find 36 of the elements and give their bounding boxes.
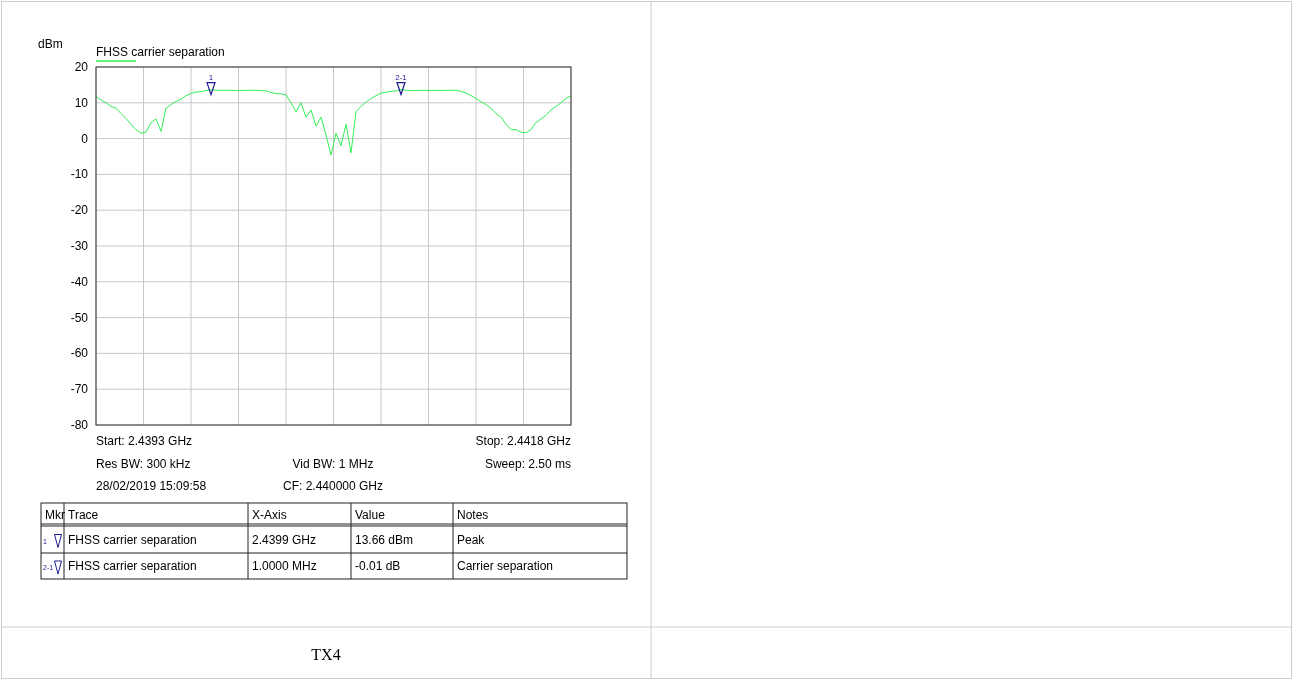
- y-tick-label: -80: [70, 418, 89, 432]
- y-tick-label: -60: [70, 346, 89, 361]
- text: Vid BW: 1 MHz: [292, 457, 374, 471]
- text: 28/02/2019 15:09:58: [96, 479, 207, 493]
- y-tick-label: -20: [70, 203, 89, 218]
- text: Res BW: 300 kHz: [96, 457, 191, 471]
- text: FHSS carrier separation: [96, 45, 225, 59]
- text: CF: 2.440000 GHz: [282, 479, 384, 493]
- text: Mkr: [45, 507, 65, 522]
- annotation: 2-1: [395, 72, 408, 82]
- text: 1.0000 MHz: [252, 559, 317, 573]
- text: FHSS carrier separation: [68, 559, 197, 573]
- text: Start: 2.4393 GHz: [96, 434, 193, 448]
- y-tick-label: 20: [74, 60, 89, 74]
- y-tick-label: -50: [70, 310, 89, 325]
- text: Sweep: 2.50 ms: [484, 457, 571, 471]
- y-tick-label: -10: [70, 167, 89, 182]
- text: 13.66 dBm: [355, 532, 414, 547]
- y-tick-label: -30: [70, 239, 89, 253]
- y-tick-label: 10: [74, 95, 89, 110]
- text: -0.01 dB: [355, 559, 401, 573]
- annotation: 1: [208, 72, 214, 82]
- text: TX4: [311, 646, 341, 663]
- text: Peak: [457, 532, 486, 547]
- text: Trace: [68, 507, 99, 522]
- y-tick-label: -70: [70, 382, 89, 397]
- text: Carrier separation: [457, 559, 554, 573]
- text: Stop: 2.4418 GHz: [475, 434, 571, 448]
- text: Value: [355, 507, 386, 522]
- y-tick-label: 0: [81, 131, 89, 146]
- y-axis-title: dBm: [38, 37, 63, 51]
- text: X-Axis: [252, 507, 287, 522]
- text: Notes: [457, 507, 489, 522]
- text: 2.4399 GHz: [252, 532, 317, 547]
- text: FHSS carrier separation: [68, 532, 197, 547]
- y-tick-label: -40: [70, 274, 89, 289]
